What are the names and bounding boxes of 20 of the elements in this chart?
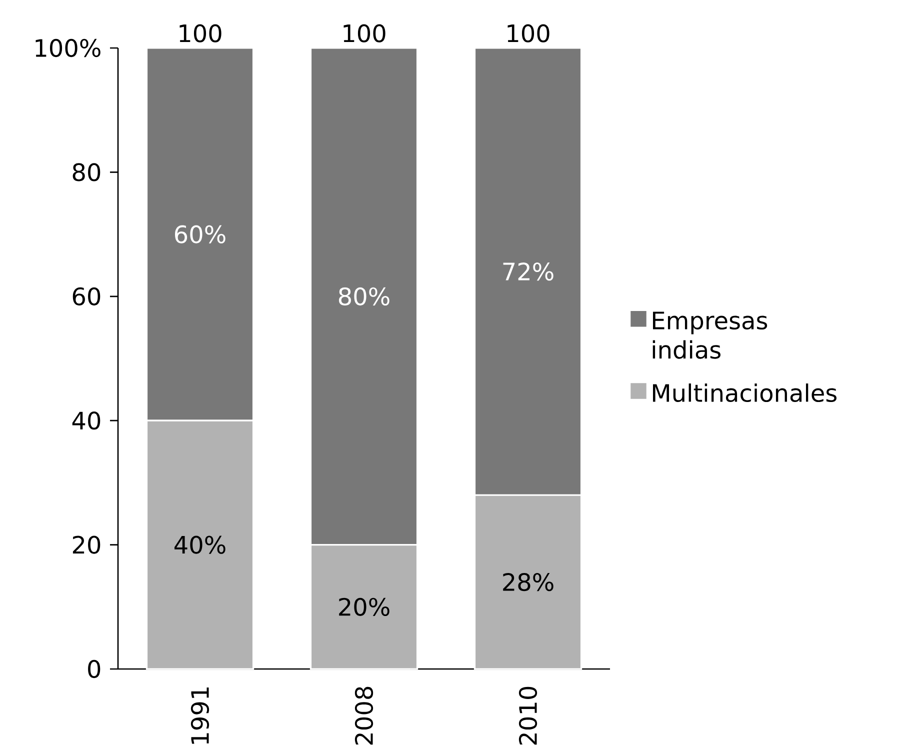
total-label: 100 <box>508 24 550 42</box>
y-tick-label: 80 <box>72 163 100 182</box>
data-label: 72% <box>503 262 554 281</box>
legend-label: Multinacionales <box>652 383 836 402</box>
data-label: 40% <box>174 536 226 554</box>
y-tick-label: 40 <box>72 412 100 430</box>
total-label: 100 <box>180 24 222 42</box>
data-label: 60% <box>175 225 226 244</box>
data-label: 20% <box>339 598 390 616</box>
x-tick-label: 2008 <box>354 686 374 745</box>
data-label: 80% <box>338 287 390 306</box>
y-tick-label: 100% <box>36 38 100 58</box>
y-tick-label: 60 <box>72 287 100 306</box>
total-label: 100 <box>344 24 386 42</box>
x-tick-label: 1991 <box>190 688 210 744</box>
y-tick-label: 0 <box>88 660 100 678</box>
y-tick-label: 20 <box>72 536 100 554</box>
x-tick-label: 2010 <box>518 686 538 745</box>
legend-label: Empresas indias <box>652 312 768 359</box>
data-label: 28% <box>503 572 554 592</box>
